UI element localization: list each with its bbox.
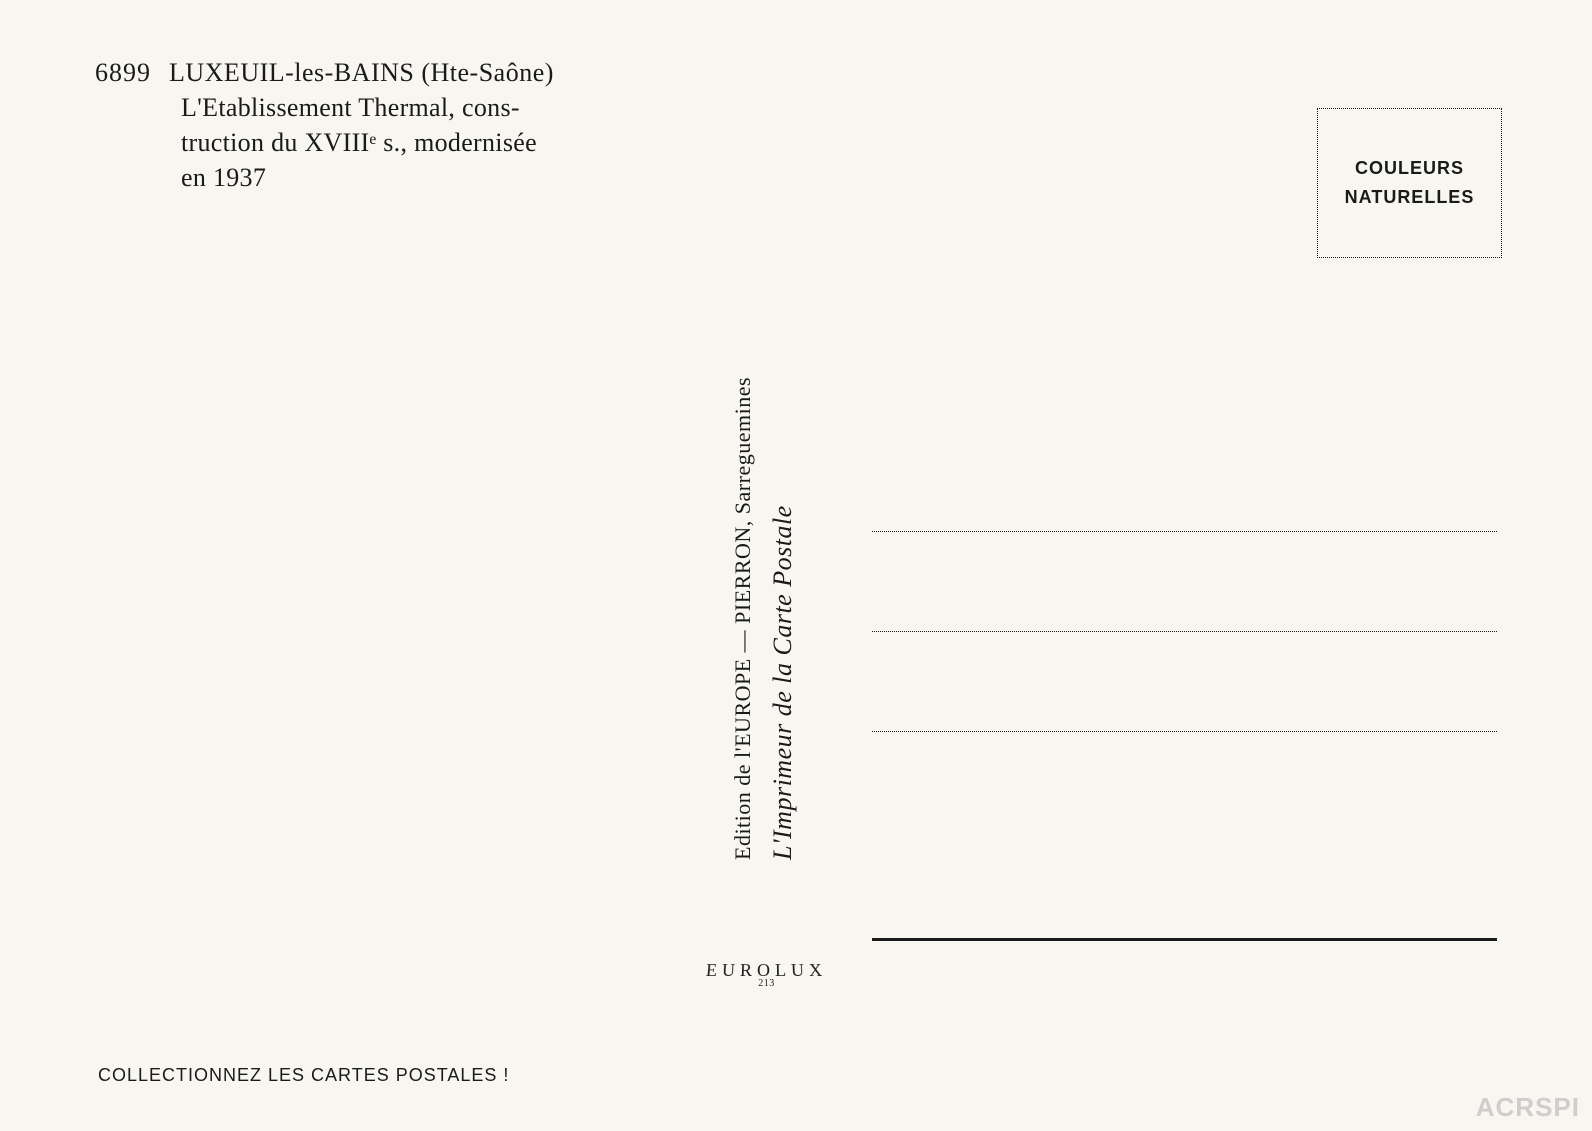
stamp-placeholder-box: COULEURS NATURELLES xyxy=(1317,108,1502,258)
publisher-vertical-block: Edition de l'EUROPE — PIERRON, Sarreguem… xyxy=(730,250,798,860)
footer-collect-text: COLLECTIONNEZ LES CARTES POSTALES ! xyxy=(98,1065,509,1086)
watermark: ACRSPI xyxy=(1476,1092,1580,1123)
caption-line-2: L'Etablissement Thermal, cons- xyxy=(181,90,565,125)
publisher-tagline: L'Imprimeur de la Carte Postale xyxy=(768,250,798,860)
caption-line-1: 6899 LUXEUIL-les-BAINS (Hte-Saône) xyxy=(95,55,565,90)
caption-line-4: en 1937 xyxy=(181,160,565,195)
caption-title: LUXEUIL-les-BAINS (Hte-Saône) xyxy=(169,58,554,87)
caption-line-3: truction du XVIIIᵉ s., modernisée xyxy=(181,125,565,160)
address-line-3 xyxy=(872,730,1497,732)
brand-name: EUROLUX xyxy=(705,960,828,981)
address-line-1 xyxy=(872,530,1497,532)
caption-number: 6899 xyxy=(95,55,151,90)
caption-block: 6899 LUXEUIL-les-BAINS (Hte-Saône) L'Etab… xyxy=(95,55,565,195)
address-underline xyxy=(872,938,1497,941)
brand-mark: EUROLUX 213 xyxy=(706,960,827,989)
publisher-edition: Edition de l'EUROPE — PIERRON, Sarreguem… xyxy=(730,250,756,860)
address-lines-block xyxy=(872,530,1497,830)
stamp-text-line-2: NATURELLES xyxy=(1345,187,1475,208)
postcard-back: 6899 LUXEUIL-les-BAINS (Hte-Saône) L'Etab… xyxy=(0,0,1592,1131)
address-line-2 xyxy=(872,630,1497,632)
stamp-text-line-1: COULEURS xyxy=(1355,158,1464,179)
